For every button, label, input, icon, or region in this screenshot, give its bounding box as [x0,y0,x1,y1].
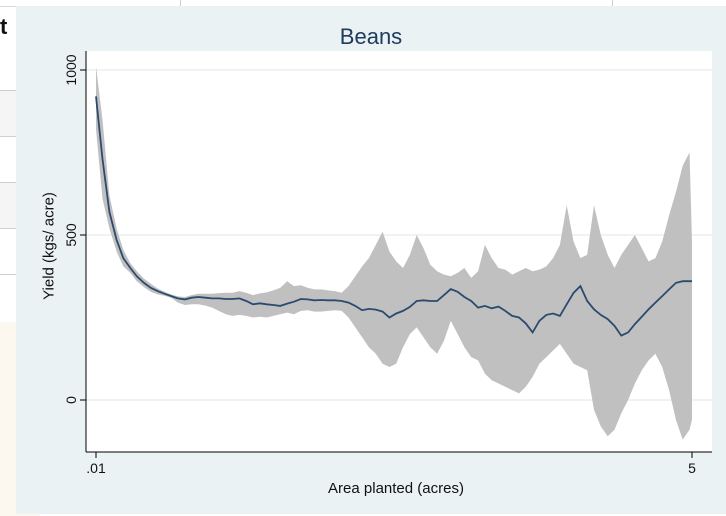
x-axis-label: Area planted (acres) [328,480,464,497]
y-tick-label-0: 0 [63,396,79,404]
y-tick-label-500: 500 [63,223,79,247]
x-tick-label-min: .01 [86,460,106,476]
background-heading-fragment: t [0,14,9,39]
chart-canvas [80,51,712,458]
chart-title: Beans [339,24,403,49]
axis-layer [80,51,712,458]
graph-window: Beans Yield (kgs/ acre) Area planted (ac… [16,6,726,514]
confidence-band [96,66,692,440]
y-axis-label: Yield (kgs/ acre) [40,192,58,300]
y-tick-label-1000: 1000 [63,54,79,86]
series-line-yield [95,96,692,337]
x-tick-label-max: 5 [688,460,696,476]
